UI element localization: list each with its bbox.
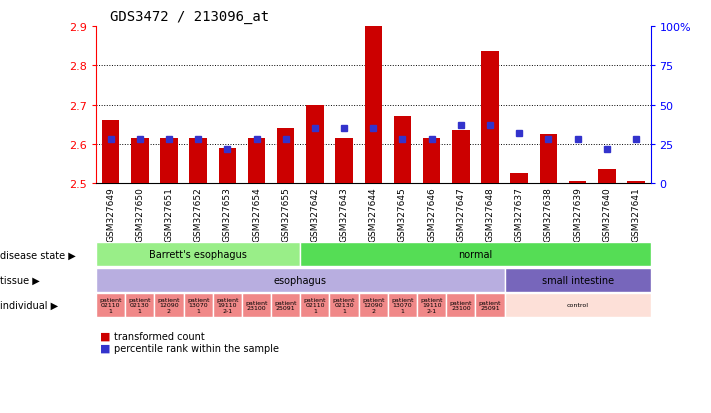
Text: ■: ■ [100,343,110,353]
Text: patient
02110
1: patient 02110 1 [100,297,122,313]
Text: GSM327640: GSM327640 [602,187,611,241]
Bar [102,121,119,184]
Bar [336,139,353,184]
Text: GSM327651: GSM327651 [164,187,173,242]
Bar [271,293,300,317]
Text: GSM327648: GSM327648 [486,187,495,241]
Bar [242,293,271,317]
Bar [598,170,616,184]
Text: control: control [567,303,589,308]
Bar [218,148,236,184]
Text: patient
19110
2-1: patient 19110 2-1 [420,297,443,313]
Text: Barrett's esophagus: Barrett's esophagus [149,250,247,260]
Bar [481,52,499,184]
Bar [125,293,154,317]
Text: GSM327655: GSM327655 [282,187,290,242]
Bar [447,293,476,317]
Text: individual ▶: individual ▶ [0,300,58,310]
Text: disease state ▶: disease state ▶ [0,250,76,260]
Text: GSM327639: GSM327639 [573,187,582,242]
Text: patient
02130
1: patient 02130 1 [129,297,151,313]
Bar [154,293,183,317]
Text: patient
12090
2: patient 12090 2 [362,297,385,313]
Text: patient
25091: patient 25091 [479,300,501,311]
Bar [452,131,469,184]
Bar [213,293,242,317]
Text: GSM327647: GSM327647 [456,187,465,241]
Bar [569,182,587,184]
Text: patient
23100: patient 23100 [449,300,472,311]
Text: patient
23100: patient 23100 [245,300,268,311]
Bar [189,139,207,184]
Text: GSM327652: GSM327652 [193,187,203,241]
Text: GSM327644: GSM327644 [369,187,378,241]
Text: GSM327646: GSM327646 [427,187,436,241]
Text: patient
13070
1: patient 13070 1 [187,297,210,313]
Bar [96,293,125,317]
Bar [540,135,557,184]
Bar [627,182,645,184]
Text: transformed count: transformed count [114,331,205,341]
Text: GSM327643: GSM327643 [340,187,348,241]
Text: GSM327650: GSM327650 [135,187,144,242]
Bar [131,139,149,184]
Text: percentile rank within the sample: percentile rank within the sample [114,343,279,353]
Text: normal: normal [459,250,493,260]
Text: patient
02130
1: patient 02130 1 [333,297,356,313]
Text: esophagus: esophagus [274,275,327,285]
Text: small intestine: small intestine [542,275,614,285]
Text: patient
13070
1: patient 13070 1 [391,297,414,313]
Bar [96,243,300,267]
Text: patient
12090
2: patient 12090 2 [158,297,180,313]
Bar [306,105,324,184]
Bar [394,117,411,184]
Bar [183,293,213,317]
Text: GSM327641: GSM327641 [631,187,641,241]
Text: patient
25091: patient 25091 [274,300,297,311]
Text: GSM327649: GSM327649 [106,187,115,241]
Bar [505,293,651,317]
Bar [247,139,265,184]
Bar [329,293,358,317]
Bar [505,268,651,292]
Bar [358,293,388,317]
Text: GDS3472 / 213096_at: GDS3472 / 213096_at [110,10,269,24]
Text: GSM327654: GSM327654 [252,187,261,241]
Text: GSM327645: GSM327645 [398,187,407,241]
Bar [277,129,294,184]
Bar [96,268,505,292]
Text: GSM327653: GSM327653 [223,187,232,242]
Bar [300,243,651,267]
Text: GSM327642: GSM327642 [311,187,319,241]
Text: patient
19110
2-1: patient 19110 2-1 [216,297,239,313]
Bar [388,293,417,317]
Bar [510,174,528,184]
Bar [423,139,440,184]
Text: GSM327637: GSM327637 [515,187,524,242]
Text: tissue ▶: tissue ▶ [0,275,40,285]
Bar [365,27,382,184]
Bar [160,139,178,184]
Bar [476,293,505,317]
Bar [300,293,329,317]
Text: GSM327638: GSM327638 [544,187,553,242]
Text: ■: ■ [100,331,110,341]
Bar [417,293,447,317]
Text: patient
02110
1: patient 02110 1 [304,297,326,313]
